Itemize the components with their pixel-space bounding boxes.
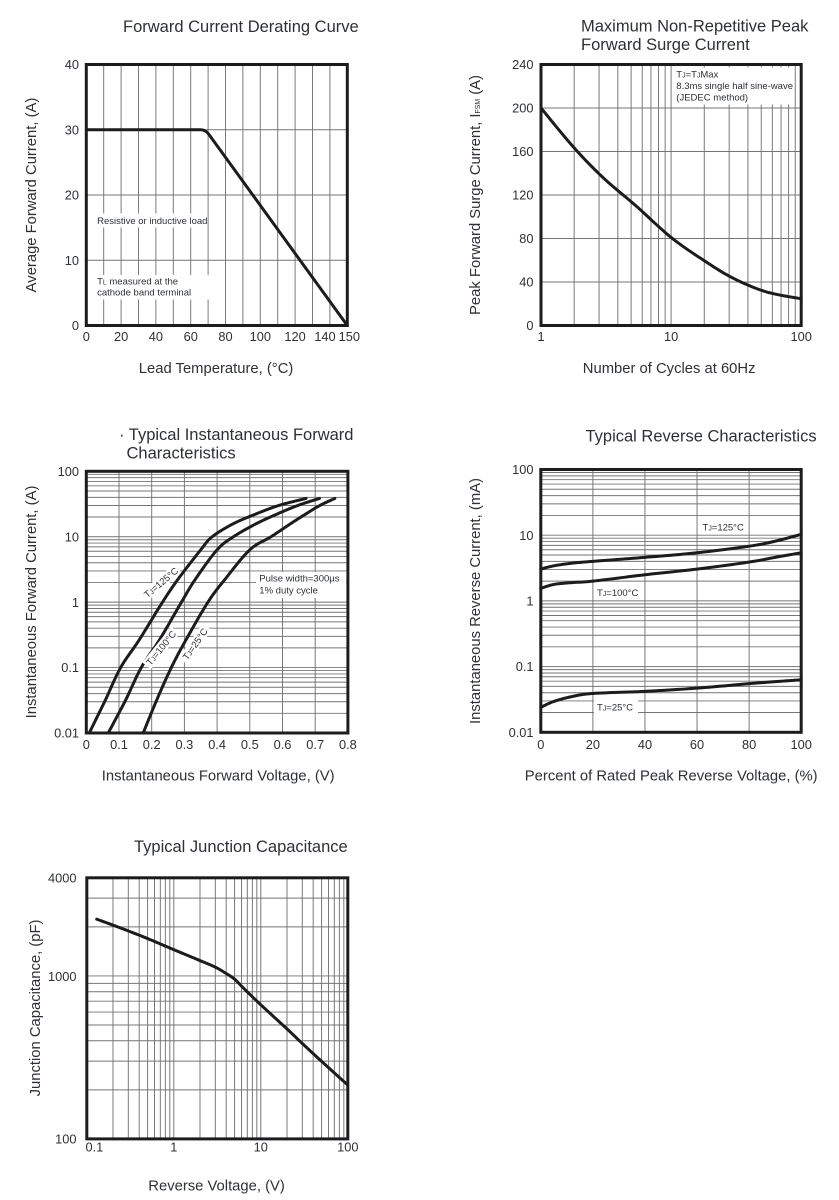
svg-text:Instantaneous Forward Voltage,: Instantaneous Forward Voltage, (V) [102, 768, 335, 784]
svg-text:TJ=TJMax: TJ=TJMax [676, 70, 718, 81]
svg-text:120: 120 [284, 329, 305, 344]
svg-text:Junction Capacitance, (pF): Junction Capacitance, (pF) [28, 920, 44, 1097]
svg-text:0.1: 0.1 [86, 1140, 104, 1155]
svg-text:40: 40 [65, 57, 79, 72]
svg-text:Forward Surge Current: Forward Surge Current [581, 36, 750, 54]
svg-text:Percent of Rated Peak Reverse: Percent of Rated Peak Reverse Voltage, (… [525, 768, 818, 784]
svg-text:200: 200 [512, 101, 533, 116]
svg-text:1: 1 [72, 595, 79, 610]
svg-text:240: 240 [512, 57, 533, 72]
svg-text:20: 20 [586, 737, 600, 752]
svg-text:160: 160 [512, 144, 533, 159]
svg-text:100: 100 [791, 737, 812, 752]
svg-text:TJ=25°C: TJ=25°C [597, 703, 633, 714]
svg-text:120: 120 [512, 188, 533, 203]
svg-text:100: 100 [58, 464, 79, 479]
svg-text:· Typical Instantaneous Forwar: · Typical Instantaneous Forward [119, 426, 353, 444]
svg-text:10: 10 [254, 1140, 268, 1155]
svg-text:0.1: 0.1 [110, 737, 128, 752]
svg-text:40: 40 [638, 737, 652, 752]
svg-text:Typical Junction Capacitance: Typical Junction Capacitance [134, 838, 348, 856]
svg-text:0.01: 0.01 [509, 725, 534, 740]
svg-text:100: 100 [512, 462, 533, 477]
svg-text:(JEDEC method): (JEDEC method) [676, 93, 748, 104]
svg-text:0.01: 0.01 [54, 726, 79, 741]
svg-text:20: 20 [114, 329, 128, 344]
svg-text:140: 140 [314, 329, 335, 344]
svg-text:TJ=100°C: TJ=100°C [597, 588, 638, 599]
svg-text:60: 60 [690, 737, 704, 752]
svg-text:0.7: 0.7 [306, 737, 324, 752]
svg-text:100: 100 [791, 329, 812, 344]
svg-text:Pulse width=300µs: Pulse width=300µs [259, 574, 339, 585]
svg-text:20: 20 [65, 188, 79, 203]
svg-text:30: 30 [65, 122, 79, 137]
svg-text:40: 40 [519, 275, 533, 290]
svg-text:TJ=125°C: TJ=125°C [703, 522, 744, 533]
svg-text:Resistive or inductive load: Resistive or inductive load [97, 216, 207, 227]
svg-text:40: 40 [149, 329, 163, 344]
svg-text:4000: 4000 [48, 870, 76, 885]
svg-text:10: 10 [65, 529, 79, 544]
svg-text:8.3ms single half sine-wave: 8.3ms single half sine-wave [676, 81, 793, 92]
svg-text:0: 0 [83, 737, 90, 752]
svg-text:10: 10 [519, 528, 533, 543]
svg-text:Maximum Non-Repetitive Peak: Maximum Non-Repetitive Peak [581, 18, 809, 36]
svg-text:1% duty cycle: 1% duty cycle [259, 586, 318, 597]
svg-text:Instantaneous Forward Current,: Instantaneous Forward Current, (A) [24, 486, 40, 719]
svg-text:0.8: 0.8 [339, 737, 357, 752]
svg-text:10: 10 [664, 329, 678, 344]
svg-text:0.6: 0.6 [274, 737, 292, 752]
svg-text:100: 100 [55, 1132, 76, 1147]
svg-text:80: 80 [742, 737, 756, 752]
svg-text:cathode band terminal: cathode band terminal [97, 287, 191, 298]
svg-text:0: 0 [537, 737, 544, 752]
svg-text:0.5: 0.5 [241, 737, 259, 752]
svg-text:0.4: 0.4 [208, 737, 226, 752]
svg-text:0.1: 0.1 [516, 659, 534, 674]
svg-text:TL measured at the: TL measured at the [97, 277, 178, 288]
svg-text:100: 100 [337, 1140, 358, 1155]
svg-text:100: 100 [250, 329, 271, 344]
svg-text:80: 80 [519, 231, 533, 246]
svg-text:Forward Current Derating Curve: Forward Current Derating Curve [123, 18, 359, 36]
svg-text:Characteristics: Characteristics [127, 445, 236, 463]
svg-text:0.1: 0.1 [61, 660, 79, 675]
svg-text:0: 0 [72, 318, 79, 333]
svg-text:0.3: 0.3 [176, 737, 194, 752]
svg-text:0: 0 [526, 318, 533, 333]
svg-text:1: 1 [526, 594, 533, 609]
svg-text:1000: 1000 [48, 969, 76, 984]
svg-text:60: 60 [184, 329, 198, 344]
svg-text:150: 150 [339, 329, 360, 344]
svg-text:Instantaneous Reverse Current,: Instantaneous Reverse Current, (mA) [468, 478, 484, 724]
svg-text:Number of Cycles at 60Hz: Number of Cycles at 60Hz [583, 361, 756, 377]
svg-text:Peak Forward Surge Current, IF: Peak Forward Surge Current, IFSM (A) [468, 75, 484, 315]
svg-text:10: 10 [65, 253, 79, 268]
svg-text:0.2: 0.2 [143, 737, 161, 752]
svg-text:Reverse Voltage, (V): Reverse Voltage, (V) [148, 1179, 285, 1195]
svg-text:Average Forward Current, (A): Average Forward Current, (A) [24, 98, 40, 293]
svg-text:1: 1 [170, 1140, 177, 1155]
svg-text:1: 1 [537, 329, 544, 344]
svg-text:Typical Reverse Characteristic: Typical Reverse Characteristics [586, 428, 817, 446]
svg-text:Lead Temperature, (°C): Lead Temperature, (°C) [139, 361, 294, 377]
svg-text:0: 0 [83, 329, 90, 344]
svg-text:80: 80 [218, 329, 232, 344]
